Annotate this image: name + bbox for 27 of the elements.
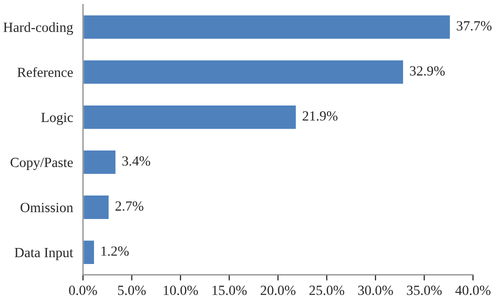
x-tick-label: 15.0% — [212, 286, 247, 296]
data-label: 21.9% — [302, 111, 338, 121]
y-tick-label: Copy/Paste — [10, 158, 73, 170]
bar — [83, 104, 298, 130]
x-tick-label: 25.0% — [309, 286, 344, 296]
data-label: 2.7% — [115, 201, 144, 211]
bar — [83, 59, 404, 86]
data-label: 37.7% — [456, 21, 492, 31]
bar — [83, 239, 96, 266]
x-tick-label: 35.0% — [406, 286, 442, 296]
y-tick-label: Data Input — [14, 248, 74, 260]
bar — [83, 14, 452, 40]
y-tick-label: Hard-coding — [3, 22, 74, 35]
x-tick-label: 10.0% — [164, 286, 198, 296]
y-tick-label: Omission — [20, 202, 74, 212]
y-tick-label: Reference — [17, 67, 73, 78]
bar — [83, 149, 117, 176]
x-tick-label: 20.0% — [260, 286, 296, 296]
x-tick-label: 0.0% — [69, 286, 97, 296]
data-label: 3.4% — [122, 156, 150, 166]
data-label: 1.2% — [101, 246, 129, 256]
y-tick-label: Logic — [41, 112, 73, 125]
x-tick-label: 5.0% — [118, 286, 146, 296]
bar — [83, 194, 110, 220]
x-tick-label: 40.0% — [455, 286, 490, 296]
x-tick-label: 30.0% — [358, 286, 393, 296]
data-label: 32.9% — [410, 66, 445, 76]
